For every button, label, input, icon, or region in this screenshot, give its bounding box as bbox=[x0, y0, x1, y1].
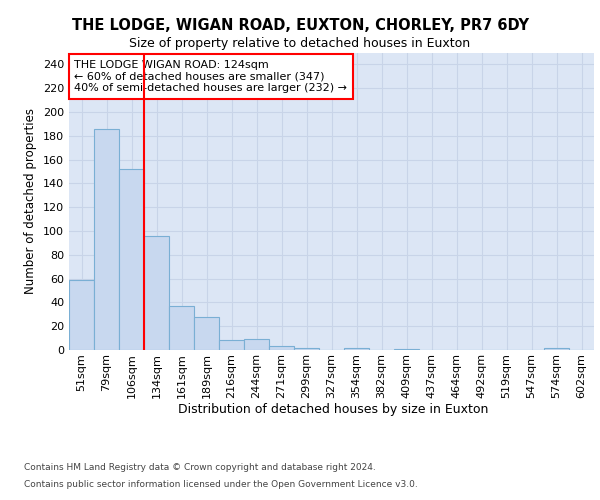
Text: Distribution of detached houses by size in Euxton: Distribution of detached houses by size … bbox=[178, 402, 488, 415]
Bar bbox=[219, 340, 244, 350]
Text: Contains public sector information licensed under the Open Government Licence v3: Contains public sector information licen… bbox=[24, 480, 418, 489]
Bar bbox=[144, 236, 169, 350]
Text: THE LODGE WIGAN ROAD: 124sqm
← 60% of detached houses are smaller (347)
40% of s: THE LODGE WIGAN ROAD: 124sqm ← 60% of de… bbox=[74, 60, 347, 93]
Bar bbox=[244, 340, 269, 350]
Bar bbox=[94, 128, 119, 350]
Bar bbox=[69, 280, 94, 350]
Text: Size of property relative to detached houses in Euxton: Size of property relative to detached ho… bbox=[130, 38, 470, 51]
Bar bbox=[544, 348, 569, 350]
Bar bbox=[169, 306, 194, 350]
Bar bbox=[344, 348, 369, 350]
Text: Contains HM Land Registry data © Crown copyright and database right 2024.: Contains HM Land Registry data © Crown c… bbox=[24, 462, 376, 471]
Text: THE LODGE, WIGAN ROAD, EUXTON, CHORLEY, PR7 6DY: THE LODGE, WIGAN ROAD, EUXTON, CHORLEY, … bbox=[71, 18, 529, 32]
Bar bbox=[394, 349, 419, 350]
Bar bbox=[269, 346, 294, 350]
Y-axis label: Number of detached properties: Number of detached properties bbox=[25, 108, 37, 294]
Bar bbox=[194, 316, 219, 350]
Bar bbox=[294, 348, 319, 350]
Bar bbox=[119, 169, 144, 350]
